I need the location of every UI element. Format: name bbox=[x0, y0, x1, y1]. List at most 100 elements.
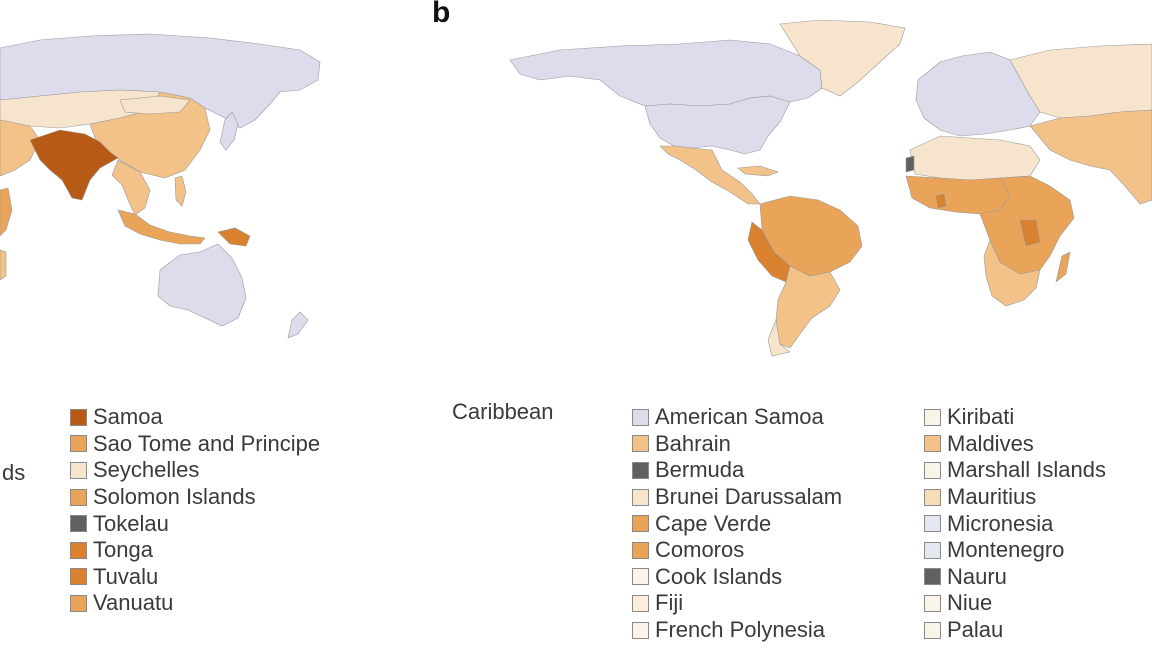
legend-swatch bbox=[632, 621, 649, 639]
legend-swatch bbox=[70, 594, 87, 612]
region-usa bbox=[644, 95, 791, 155]
legend-swatch bbox=[632, 594, 649, 612]
legend-item: Tokelau bbox=[70, 510, 320, 537]
legend-item: Palau bbox=[924, 617, 1106, 644]
region-south-asia bbox=[29, 129, 119, 201]
legend-item: Montenegro bbox=[924, 537, 1106, 564]
legend-item: Sao Tome and Principe bbox=[70, 431, 320, 458]
region-africa-edge bbox=[0, 187, 13, 237]
map-panel-b bbox=[509, 19, 1152, 357]
legend-swatch bbox=[632, 515, 649, 533]
region-west-africa bbox=[905, 175, 1011, 215]
legend-item: Bahrain bbox=[632, 431, 842, 458]
legend-column-b1: American Samoa Bahrain Bermuda Brunei Darus… bbox=[632, 404, 842, 643]
region-ghana bbox=[935, 193, 947, 209]
legend-swatch bbox=[70, 568, 87, 586]
legend-item: Comoros bbox=[632, 537, 842, 564]
map-panel-a bbox=[0, 33, 321, 339]
region-philippines bbox=[174, 175, 187, 207]
region-greenland bbox=[779, 19, 906, 97]
legend-label: Brunei Darussalam bbox=[655, 484, 843, 510]
legend-swatch bbox=[70, 408, 87, 426]
legend-swatch bbox=[70, 435, 87, 453]
legend-swatch bbox=[70, 488, 87, 506]
legend-item: Marshall Islands bbox=[924, 457, 1106, 484]
region-japan bbox=[219, 111, 239, 151]
region-indonesia bbox=[117, 209, 206, 245]
region-middle-east bbox=[1029, 109, 1152, 205]
legend-swatch bbox=[70, 541, 87, 559]
legend-item: American Samoa bbox=[632, 404, 842, 431]
legend-label: Bermuda bbox=[655, 457, 745, 483]
legend-swatch bbox=[70, 515, 87, 533]
legend-label: Maldives bbox=[947, 430, 1034, 456]
region-tanzania bbox=[1019, 219, 1041, 247]
region-new-zealand bbox=[287, 311, 309, 339]
legend-item: Nauru bbox=[924, 564, 1106, 591]
region-cuba bbox=[737, 165, 779, 177]
legend-label: Solomon Islands bbox=[93, 484, 256, 510]
legend-swatch bbox=[924, 435, 941, 453]
legend-label: Bahrain bbox=[655, 430, 731, 456]
legend-label: Marshall Islands bbox=[947, 457, 1106, 483]
legend-column-b2: Kiribati Maldives Marshall Islands Mauritiu… bbox=[924, 404, 1106, 643]
legend-item: Micronesia bbox=[924, 510, 1106, 537]
legend-label: Nauru bbox=[947, 563, 1007, 589]
legend-swatch bbox=[924, 621, 941, 639]
legend-column-a: Samoa Sao Tome and Principe Seychelles Solo… bbox=[70, 404, 320, 617]
legend-label: Seychelles bbox=[93, 457, 200, 483]
region-chile-tip bbox=[767, 318, 791, 357]
legend-label: Tuvalu bbox=[93, 563, 159, 589]
legend-label: Sao Tome and Principe bbox=[93, 430, 321, 456]
legend-swatch bbox=[924, 594, 941, 612]
region-canada bbox=[509, 39, 823, 107]
region-madagascar bbox=[1055, 251, 1071, 283]
legend-swatch bbox=[924, 461, 941, 479]
region-mongolia bbox=[119, 95, 191, 115]
legend-item: Cook Islands bbox=[632, 564, 842, 591]
legend-item: Cape Verde bbox=[632, 510, 842, 537]
cut-off-legend-label: ds bbox=[2, 460, 26, 485]
legend-item: Kiribati bbox=[924, 404, 1106, 431]
legend-label: Tokelau bbox=[93, 510, 169, 536]
region-europe bbox=[915, 51, 1041, 137]
legend-swatch bbox=[632, 488, 649, 506]
region-north-africa bbox=[909, 135, 1041, 181]
panel-label: b bbox=[432, 0, 451, 29]
legend-item: Samoa bbox=[70, 404, 320, 431]
legend-swatch bbox=[70, 461, 87, 479]
region-western-sahara bbox=[905, 155, 915, 173]
legend-swatch bbox=[632, 435, 649, 453]
legend-swatch bbox=[924, 515, 941, 533]
legend-label: Cape Verde bbox=[655, 510, 772, 536]
region-australia bbox=[157, 243, 247, 327]
legend-label: French Polynesia bbox=[655, 617, 825, 643]
legend-label: Cook Islands bbox=[655, 563, 783, 589]
legend-label: Fiji bbox=[655, 590, 684, 616]
legend-item: Niue bbox=[924, 590, 1106, 617]
legend-label: Mauritius bbox=[947, 484, 1037, 510]
legend-label: Tonga bbox=[93, 537, 153, 563]
legend-label: Samoa bbox=[93, 404, 163, 430]
region-southern-africa bbox=[983, 239, 1041, 307]
legend-label: Vanuatu bbox=[93, 590, 174, 616]
legend-item: French Polynesia bbox=[632, 617, 842, 644]
legend-item: Mauritius bbox=[924, 484, 1106, 511]
region-mexico bbox=[659, 145, 761, 205]
region-africa-edge-2 bbox=[0, 249, 7, 281]
legend-label: Comoros bbox=[655, 537, 745, 563]
world-maps bbox=[0, 19, 1152, 357]
legend-label: Montenegro bbox=[947, 537, 1065, 563]
legend-label: Niue bbox=[947, 590, 993, 616]
legend-item: Seychelles bbox=[70, 457, 320, 484]
legend-label: Micronesia bbox=[947, 510, 1054, 536]
legend-item: Maldives bbox=[924, 431, 1106, 458]
region-west-asia bbox=[0, 119, 41, 177]
legend-swatch bbox=[924, 541, 941, 559]
legend-swatch bbox=[924, 568, 941, 586]
legend-label: American Samoa bbox=[655, 404, 824, 430]
legend-swatch bbox=[924, 488, 941, 506]
legend-item: Brunei Darussalam bbox=[632, 484, 842, 511]
legend-item: Fiji bbox=[632, 590, 842, 617]
legend-item: Tonga bbox=[70, 537, 320, 564]
